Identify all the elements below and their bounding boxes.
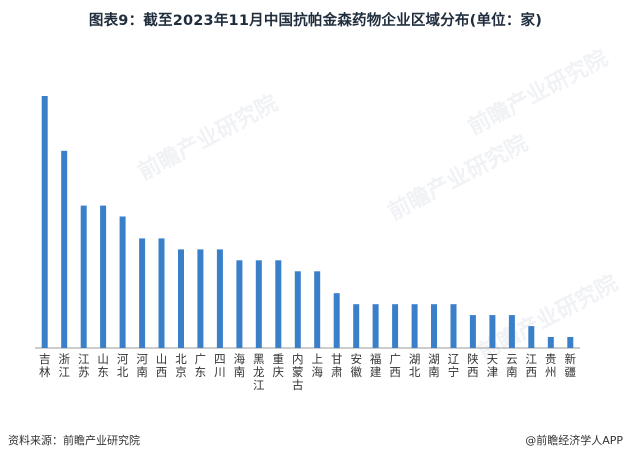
x-tick-label: 浙江 xyxy=(58,352,70,379)
x-tick-label: 吉林 xyxy=(39,352,51,379)
bar-甘肃 xyxy=(333,293,340,348)
bar-吉林 xyxy=(41,96,48,348)
x-tick-label: 江苏 xyxy=(78,352,90,379)
bar-云南 xyxy=(508,315,515,348)
chart-title: 图表9：截至2023年11月中国抗帕金森药物企业区域分布(单位：家) xyxy=(88,13,543,29)
bar-浙江 xyxy=(61,150,68,348)
bar-福建 xyxy=(372,304,379,348)
x-tick-label: 安徽 xyxy=(350,352,362,379)
bar-上海 xyxy=(314,271,321,348)
brand-note: @前瞻经济学人APP xyxy=(525,434,623,447)
bar-江西 xyxy=(528,326,535,348)
bar-天津 xyxy=(489,315,496,348)
bar-安徽 xyxy=(353,304,360,348)
bar-四川 xyxy=(216,249,223,348)
bar-海南 xyxy=(236,260,243,348)
bar-重庆 xyxy=(275,260,282,348)
bar-河南 xyxy=(139,238,146,348)
x-tick-label: 天津 xyxy=(487,352,499,379)
x-tick-label: 内蒙古 xyxy=(292,352,304,392)
x-tick-label: 重庆 xyxy=(273,352,285,379)
bar-辽宁 xyxy=(450,304,457,348)
bar-山东 xyxy=(100,205,107,348)
x-tick-label: 北京 xyxy=(175,352,187,379)
x-tick-label: 贵州 xyxy=(545,352,557,379)
x-tick-label: 上海 xyxy=(311,352,323,379)
x-tick-label: 云南 xyxy=(506,352,518,379)
x-tick-label: 海南 xyxy=(234,352,246,379)
bar-广东 xyxy=(197,249,204,348)
bar-陕西 xyxy=(469,315,476,348)
bar-江苏 xyxy=(80,205,87,348)
x-tick-label: 山西 xyxy=(156,352,168,379)
source-note: 资料来源：前瞻产业研究院 xyxy=(8,434,140,447)
bar-山西 xyxy=(158,238,165,348)
bar-湖北 xyxy=(411,304,418,348)
bar-河北 xyxy=(119,216,126,348)
bar-黑龙江 xyxy=(255,260,262,348)
x-tick-label: 湖北 xyxy=(409,352,421,379)
x-tick-label: 湖南 xyxy=(428,352,440,379)
x-tick-label: 福建 xyxy=(370,352,382,379)
x-tick-label: 甘肃 xyxy=(331,352,343,379)
x-tick-label: 新疆 xyxy=(565,352,577,379)
bar-湖南 xyxy=(431,304,437,348)
x-tick-label: 辽宁 xyxy=(448,352,460,379)
x-tick-label: 四川 xyxy=(214,352,226,379)
x-tick-label: 黑龙江 xyxy=(253,352,265,392)
bar-内蒙古 xyxy=(294,271,301,348)
x-tick-label: 河北 xyxy=(117,352,129,379)
bar-北京 xyxy=(178,249,184,348)
bar-广西 xyxy=(392,304,399,348)
x-tick-label: 陕西 xyxy=(467,352,479,379)
x-tick-label: 广西 xyxy=(389,352,401,379)
x-tick-label: 广东 xyxy=(195,352,207,379)
bar-贵州 xyxy=(547,337,554,348)
bar-新疆 xyxy=(567,337,574,348)
x-tick-label: 河南 xyxy=(136,352,148,379)
x-tick-label: 山东 xyxy=(97,352,109,379)
x-tick-label: 江西 xyxy=(526,352,538,379)
